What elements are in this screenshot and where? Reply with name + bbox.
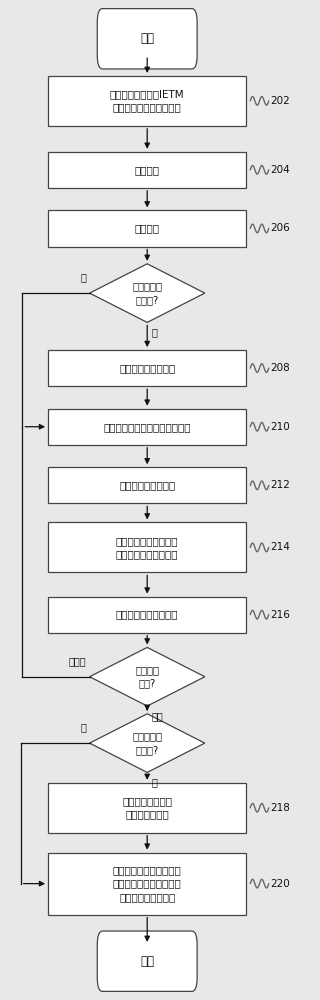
Text: 录入或编辑零件数据: 录入或编辑零件数据 [119,480,175,490]
Text: 开始: 开始 [140,32,154,45]
FancyBboxPatch shape [48,76,246,126]
Text: 有: 有 [152,328,158,338]
FancyBboxPatch shape [97,9,197,69]
Text: 无: 无 [81,723,86,733]
Text: 显示图例: 显示图例 [135,223,160,233]
Text: 通过: 通过 [152,711,164,721]
Text: 图例中是否
有热点?: 图例中是否 有热点? [132,732,162,755]
Text: 216: 216 [270,610,290,620]
Text: 208: 208 [270,363,290,373]
Text: 对录入数据的内容进行
规则和标准符合性检验: 对录入数据的内容进行 规则和标准符合性检验 [116,536,179,559]
Text: 206: 206 [270,223,290,233]
Text: 根据约定规则建立IETM
图解零件类数据录入模板: 根据约定规则建立IETM 图解零件类数据录入模板 [110,89,185,112]
Text: 结束: 结束 [140,955,154,968]
FancyBboxPatch shape [48,597,246,633]
Text: 不通过: 不通过 [69,656,86,666]
Text: 220: 220 [270,879,290,889]
Text: 210: 210 [270,422,290,432]
Polygon shape [90,647,205,706]
FancyBboxPatch shape [48,853,246,915]
FancyBboxPatch shape [97,931,197,991]
Text: 对检验的结果进行显示: 对检验的结果进行显示 [116,610,179,620]
Text: 将录入的数据和关联关系
转换和存储为符合要求的
图解零件类数据模块: 将录入的数据和关联关系 转换和存储为符合要求的 图解零件类数据模块 [113,865,181,902]
Text: 图例中是否
有热点?: 图例中是否 有热点? [132,282,162,305]
Text: 202: 202 [270,96,290,106]
FancyBboxPatch shape [48,783,246,833]
Text: 218: 218 [270,803,290,813]
Text: 对要录入或编辑的节点进行提示: 对要录入或编辑的节点进行提示 [103,422,191,432]
Text: 212: 212 [270,480,290,490]
FancyBboxPatch shape [48,409,246,445]
Text: 显示图例中热点标识: 显示图例中热点标识 [119,363,175,373]
Polygon shape [90,264,205,322]
Text: 关联图例热点与对
应的零部件数据: 关联图例热点与对 应的零部件数据 [122,796,172,819]
Text: 214: 214 [270,542,290,552]
Text: 检验是否
通过?: 检验是否 通过? [135,665,159,688]
FancyBboxPatch shape [48,522,246,572]
FancyBboxPatch shape [48,350,246,386]
Polygon shape [90,714,205,772]
FancyBboxPatch shape [48,152,246,188]
Text: 204: 204 [270,165,290,175]
Text: 无: 无 [81,273,86,283]
FancyBboxPatch shape [48,467,246,503]
Text: 选择图例: 选择图例 [135,165,160,175]
Text: 有: 有 [152,778,158,788]
FancyBboxPatch shape [48,210,246,247]
